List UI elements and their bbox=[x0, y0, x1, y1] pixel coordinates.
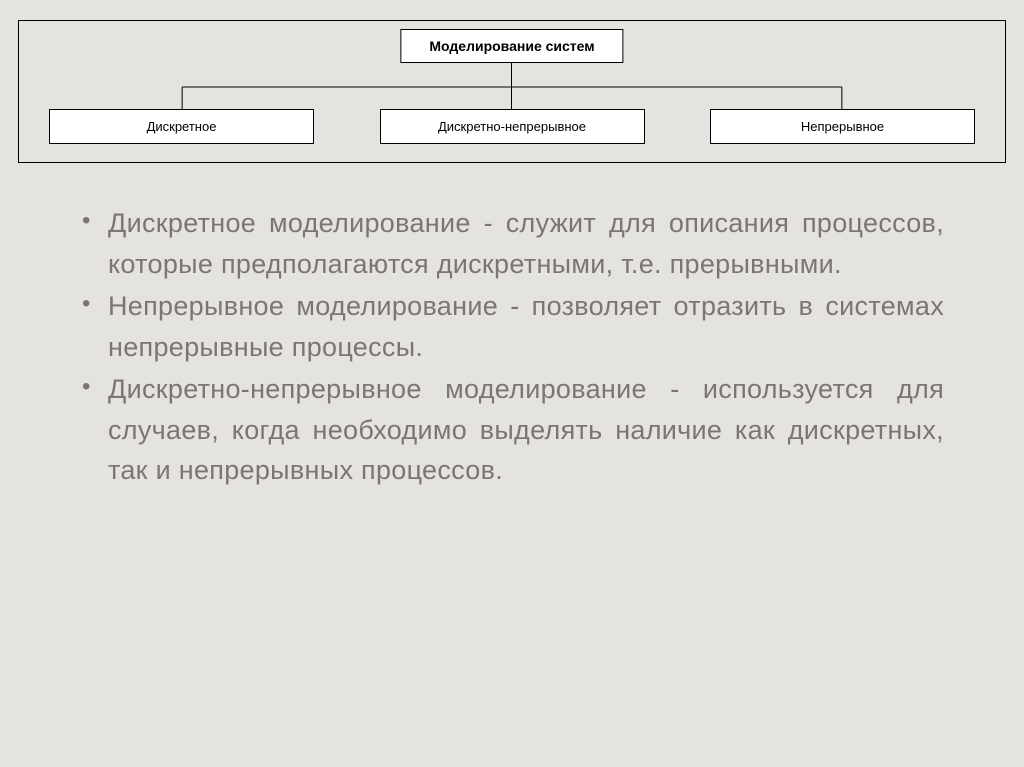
tree-child-node: Дискретно-непрерывное bbox=[380, 109, 645, 144]
list-item: Непрерывное моделирование - позволяет от… bbox=[108, 286, 944, 367]
list-item: Дискретно-непрерывное моделирование - ис… bbox=[108, 369, 944, 491]
tree-root-node: Моделирование систем bbox=[400, 29, 623, 63]
tree-child-label: Непрерывное bbox=[801, 119, 884, 134]
tree-child-label: Дискретное bbox=[147, 119, 217, 134]
description-list: Дискретное моделирование - служит для оп… bbox=[18, 203, 1006, 491]
tree-child-node: Непрерывное bbox=[710, 109, 975, 144]
tree-child-node: Дискретное bbox=[49, 109, 314, 144]
tree-diagram: Моделирование систем Дискретное Дискретн… bbox=[49, 29, 975, 144]
tree-children-row: Дискретное Дискретно-непрерывное Непреры… bbox=[49, 109, 975, 144]
diagram-frame: Моделирование систем Дискретное Дискретн… bbox=[18, 20, 1006, 163]
tree-child-label: Дискретно-непрерывное bbox=[438, 119, 586, 134]
list-item: Дискретное моделирование - служит для оп… bbox=[108, 203, 944, 284]
tree-root-label: Моделирование систем bbox=[429, 38, 594, 54]
